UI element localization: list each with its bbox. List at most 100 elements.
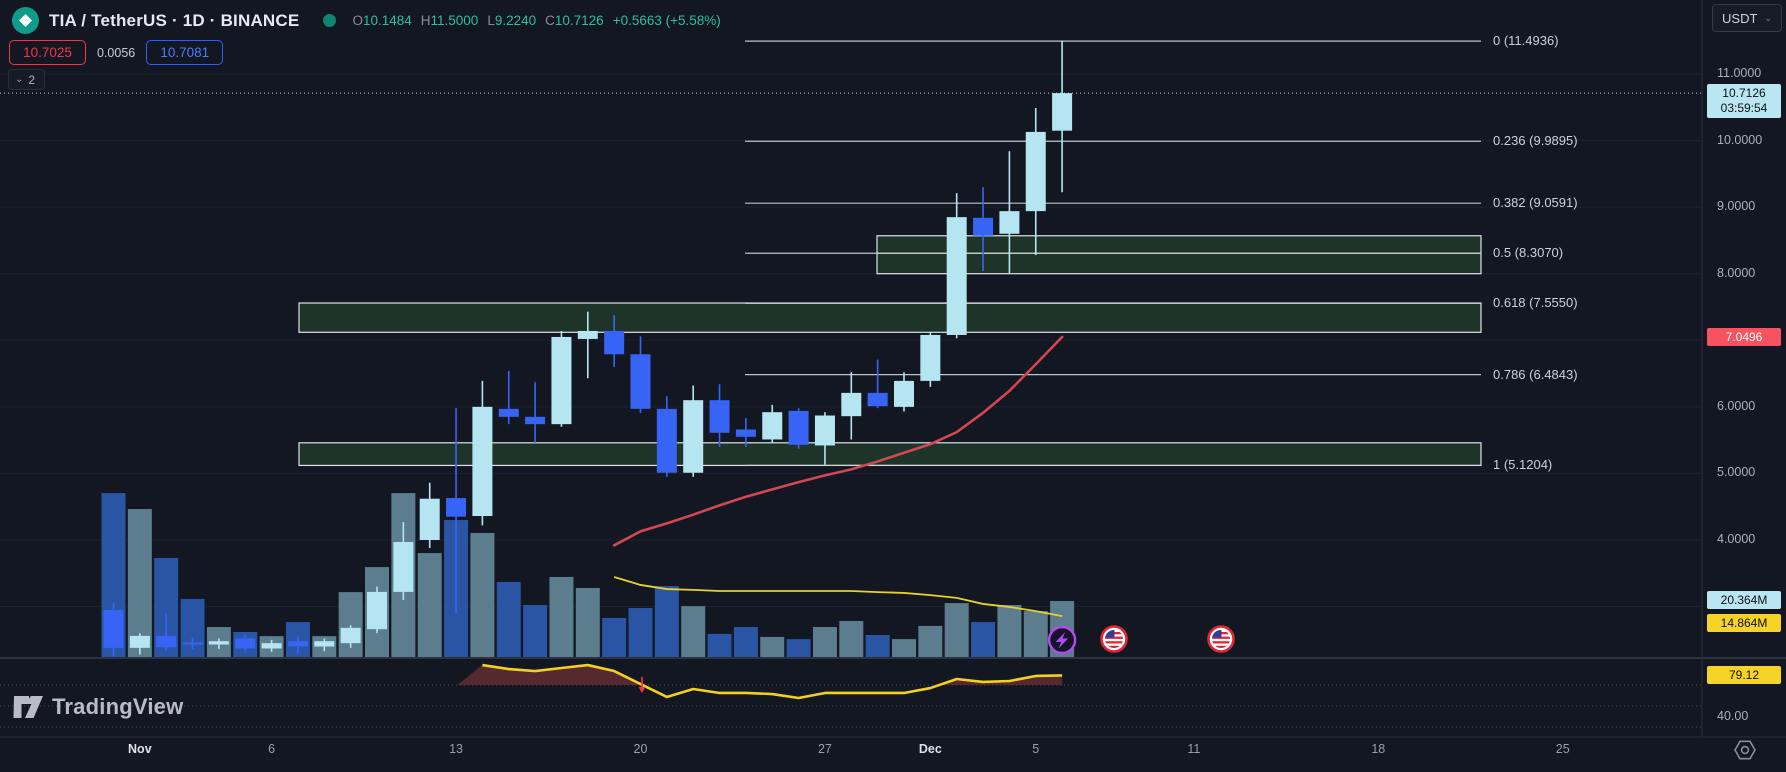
candle <box>1052 93 1073 131</box>
supply-zone-0.5 <box>876 235 1482 275</box>
currency-dropdown[interactable]: USDT ⌄ <box>1712 4 1782 32</box>
watermark-text: TradingView <box>52 694 184 719</box>
price-tick: 9.0000 <box>1717 199 1756 214</box>
price-tick: 5.0000 <box>1717 465 1756 480</box>
volume-bar <box>575 587 600 657</box>
candle <box>314 641 335 647</box>
tradingview-logo-icon <box>13 696 43 718</box>
candle <box>999 211 1020 234</box>
candle <box>472 406 493 517</box>
candle <box>683 400 704 473</box>
object-count: 2 <box>28 72 36 87</box>
fib-level-label: 0.236 (9.9895) <box>1493 133 1578 149</box>
supply-zone-0.618 <box>298 302 1482 333</box>
rsi-line <box>482 663 1063 700</box>
volume-bar <box>1023 611 1048 657</box>
sell-bid-button[interactable]: 10.7025 <box>9 40 86 65</box>
volume-bar <box>127 509 152 657</box>
bid-ask-row: 10.7025 0.0056 10.7081 <box>9 40 224 65</box>
candle <box>867 392 888 407</box>
volume-bar <box>812 627 837 657</box>
buy-ask-button[interactable]: 10.7081 <box>146 40 224 65</box>
candle <box>709 400 730 433</box>
candle <box>814 415 835 446</box>
change-value: +0.5663 (+5.58%) <box>612 13 721 28</box>
volume-bar <box>654 586 679 657</box>
volume-bar <box>971 622 996 657</box>
ohlc-item: H11.5000 <box>420 13 479 28</box>
volume-bar <box>892 639 916 657</box>
time-tick: 11 <box>1187 742 1201 756</box>
time-tick: 27 <box>817 742 832 756</box>
volume-ma-line <box>613 576 1063 618</box>
object-tree-collapse-button[interactable]: ⌄ 2 <box>8 69 46 90</box>
axis-settings-icon[interactable] <box>1734 740 1756 760</box>
volume-bar <box>523 605 548 657</box>
candle <box>604 330 625 355</box>
volume-bar <box>733 627 758 657</box>
volume-bar <box>549 576 574 657</box>
volume-bar <box>496 581 521 657</box>
symbol-title[interactable]: TIA / TetherUS · 1D · BINANCE <box>49 10 300 30</box>
ma20-value-badge: 7.0496 <box>1707 327 1781 346</box>
rsi-value-badge: 79.12 <box>1707 666 1781 685</box>
candle <box>525 416 546 425</box>
candle <box>735 429 756 437</box>
candle <box>287 641 308 647</box>
candle <box>656 408 677 473</box>
fib-level-label: 0.618 (7.5550) <box>1493 295 1578 311</box>
market-status-dot-icon[interactable] <box>323 14 337 27</box>
volume-bar <box>997 605 1022 657</box>
tradingview-watermark: TradingView <box>13 692 183 722</box>
candle <box>762 412 783 440</box>
time-tick: 18 <box>1371 742 1386 756</box>
volume-bar <box>470 532 495 657</box>
fib-level-label: 0.786 (6.4843) <box>1493 366 1578 382</box>
candle <box>946 217 967 335</box>
candle <box>920 334 941 381</box>
lightning-event-icon[interactable] <box>1047 625 1077 655</box>
candle <box>419 498 440 540</box>
candle <box>182 642 203 645</box>
volume-bar <box>628 608 653 657</box>
volume-ma-value-badge: 14.864M <box>1707 614 1781 633</box>
time-tick: 20 <box>633 742 648 756</box>
volume-bar <box>707 633 732 657</box>
volume-bar <box>786 639 811 657</box>
candle <box>551 336 572 425</box>
us-flag-event-icon[interactable] <box>1207 625 1235 653</box>
candle <box>235 638 256 649</box>
candle <box>261 643 282 649</box>
candle <box>973 217 994 236</box>
candle <box>208 641 229 645</box>
price-tick: 10.0000 <box>1717 132 1763 147</box>
candle <box>577 330 598 339</box>
fib-level-label: 0 (11.4936) <box>1493 33 1559 49</box>
candle <box>103 609 124 648</box>
fib-level-label: 1 (5.1204) <box>1493 457 1553 473</box>
time-tick: Dec <box>918 742 942 756</box>
candle <box>340 627 361 644</box>
candle <box>367 591 387 630</box>
candle <box>156 635 177 648</box>
time-tick: 5 <box>1032 742 1040 756</box>
price-tick: 8.0000 <box>1717 265 1756 280</box>
rsi-signal-arrow-icon <box>638 687 646 693</box>
rsi-overbought-fill <box>457 665 643 685</box>
ohlc-item: C10.7126 <box>545 13 604 28</box>
candle <box>788 410 809 445</box>
volume-bar <box>602 617 627 657</box>
time-tick: 25 <box>1555 742 1570 756</box>
volume-bar <box>944 603 969 657</box>
candle <box>393 541 414 592</box>
rsi-axis-tick: 40.00 <box>1717 708 1749 723</box>
candle <box>446 498 467 517</box>
us-flag-event-icon[interactable] <box>1100 625 1128 653</box>
fib-level-label: 0.382 (9.0591) <box>1493 195 1578 211</box>
fib-level-label: 0.5 (8.3070) <box>1493 245 1564 261</box>
candle <box>498 408 519 417</box>
time-tick: 13 <box>449 742 463 756</box>
chevron-down-icon: ⌄ <box>1764 12 1772 23</box>
volume-bar <box>681 606 706 657</box>
